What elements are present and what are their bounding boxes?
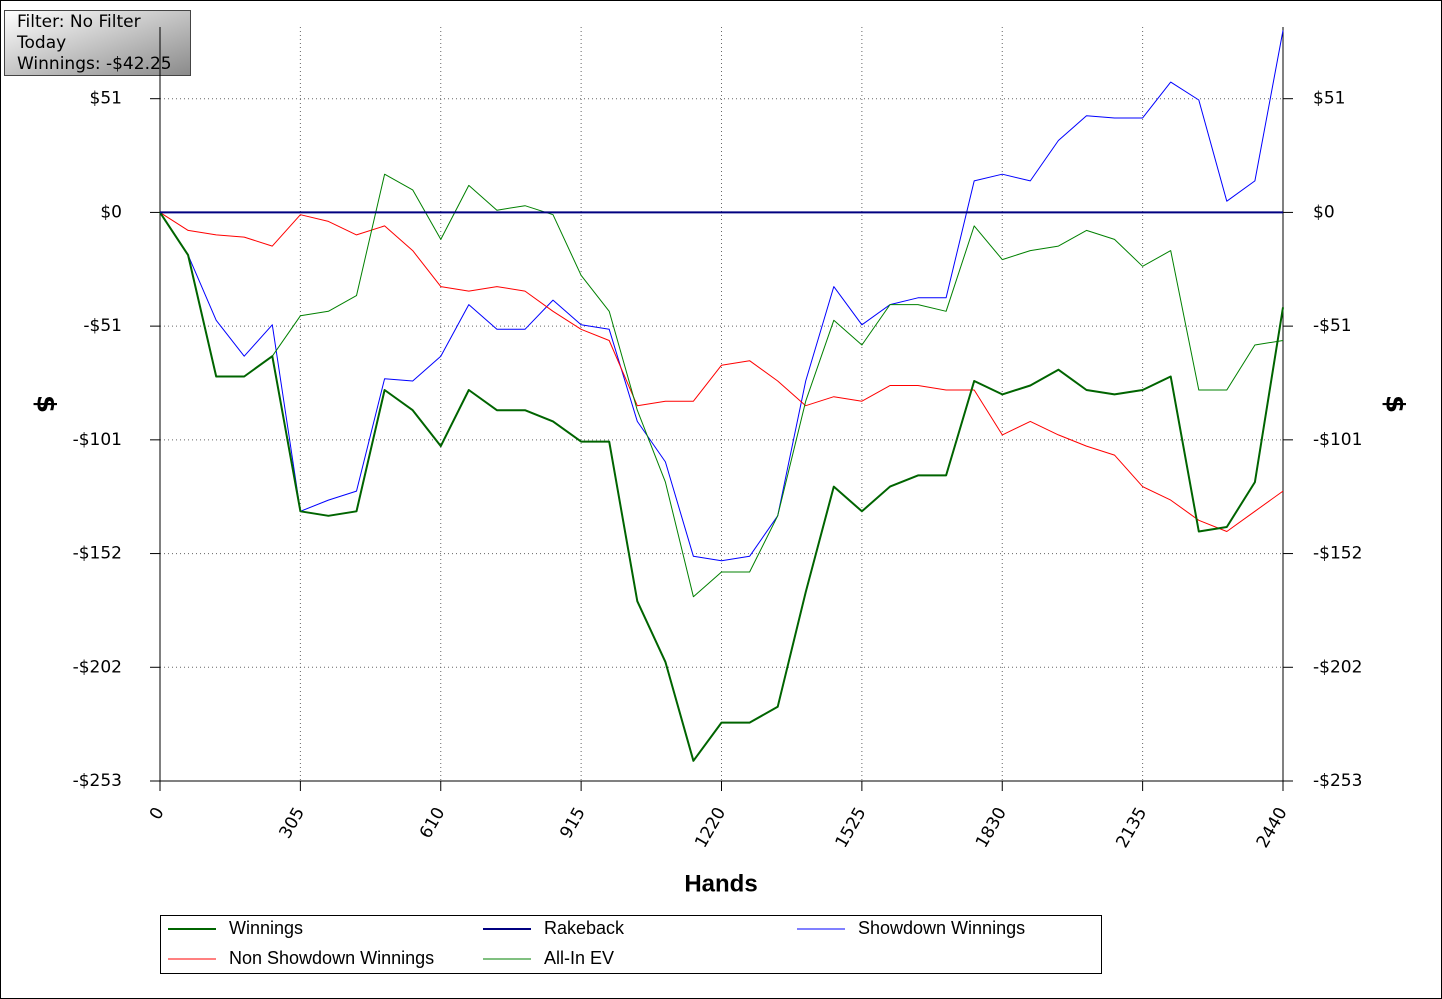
y-axis-label: $ bbox=[31, 395, 61, 413]
filter-text: Winnings: -$42.25 bbox=[17, 54, 172, 74]
x-axis-label: Hands bbox=[684, 870, 757, 897]
series-line bbox=[159, 30, 1284, 562]
legend-label: All-In EV bbox=[544, 948, 614, 968]
legend-label: Winnings bbox=[229, 918, 303, 938]
legend-label: Rakeback bbox=[544, 918, 625, 938]
y-tick-label: -$51 bbox=[1313, 316, 1352, 336]
series-line bbox=[159, 211, 1284, 532]
y-tick-label: -$202 bbox=[73, 657, 122, 677]
filter-text: Filter: No Filter bbox=[17, 12, 141, 32]
series-line bbox=[159, 211, 1284, 762]
y-tick-label: -$101 bbox=[1313, 430, 1362, 450]
y-tick-label: -$253 bbox=[73, 771, 122, 791]
y-tick-label: $0 bbox=[1313, 202, 1335, 222]
series-line bbox=[159, 173, 1284, 598]
y-tick-label: -$202 bbox=[1313, 657, 1362, 677]
y-tick-label: $51 bbox=[1313, 89, 1345, 109]
legend bbox=[160, 915, 1102, 974]
y-tick-label: -$152 bbox=[1313, 544, 1362, 564]
legend-label: Non Showdown Winnings bbox=[229, 948, 434, 968]
y-axis-label: $ bbox=[1380, 395, 1410, 413]
y-tick-label: -$253 bbox=[1313, 771, 1362, 791]
y-tick-label: $51 bbox=[90, 89, 122, 109]
filter-text: Today bbox=[16, 33, 66, 53]
y-tick-label: -$101 bbox=[73, 430, 122, 450]
y-tick-label: -$51 bbox=[83, 316, 122, 336]
y-tick-label: -$152 bbox=[73, 544, 122, 564]
y-tick-label: $0 bbox=[100, 202, 122, 222]
legend-label: Showdown Winnings bbox=[858, 918, 1025, 938]
